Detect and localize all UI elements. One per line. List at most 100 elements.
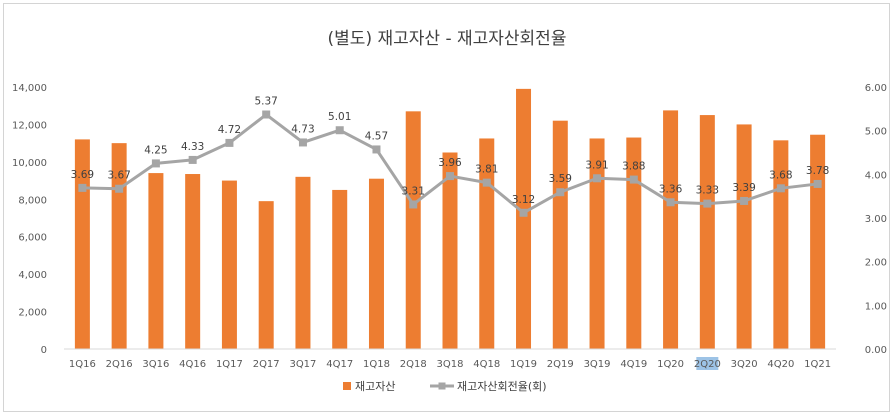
turnover-data-label: 3.33: [696, 185, 719, 197]
x-axis-tick: 2Q20: [694, 359, 721, 370]
bar: [589, 138, 605, 349]
turnover-data-label: 3.88: [622, 161, 645, 173]
x-axis-tick: 1Q21: [804, 359, 831, 370]
turnover-marker: [372, 145, 381, 154]
turnover-marker: [703, 199, 712, 208]
bar: [810, 134, 826, 349]
x-axis-tick: 4Q16: [179, 359, 206, 370]
x-axis-tick: 2Q19: [547, 359, 574, 370]
bar: [516, 88, 532, 349]
turnover-marker: [446, 172, 454, 181]
left-axis-tick: 6,000: [18, 233, 47, 244]
x-axis-tick: 3Q20: [731, 359, 758, 370]
turnover-data-label: 3.36: [659, 183, 683, 195]
right-axis-tick: 5.00: [865, 127, 887, 138]
right-axis-tick: 3.00: [865, 214, 887, 225]
turnover-marker: [78, 183, 87, 192]
turnover-data-label: 4.57: [365, 130, 388, 142]
right-axis-tick: 2.00: [865, 258, 887, 269]
turnover-data-label: 3.59: [549, 173, 572, 185]
x-axis-tick: 4Q20: [767, 359, 794, 370]
turnover-data-label: 5.01: [328, 111, 351, 123]
legend-label-inventory: 재고자산: [355, 380, 395, 393]
x-axis-tick: 1Q18: [363, 359, 390, 370]
turnover-marker: [629, 175, 638, 184]
bar: [736, 124, 752, 349]
bar: [295, 176, 311, 349]
bar: [111, 143, 127, 349]
bar: [773, 140, 789, 349]
x-axis-tick: 4Q19: [620, 359, 647, 370]
chart-frame: (별도) 재고자산 - 재고자산회전율 0 2,000 4,000 6,000 8,00…: [3, 3, 890, 412]
bar: [699, 115, 715, 349]
x-axis-tick: 2Q16: [106, 359, 133, 370]
right-axis: 0.00 1.00 2.00 3.00 4.00 5.00 6.00: [865, 83, 887, 356]
bar-series: [74, 88, 826, 350]
turnover-data-label: 5.37: [254, 96, 277, 108]
left-axis-tick: 0: [41, 345, 47, 356]
x-axis-tick: 3Q18: [437, 359, 464, 370]
turnover-marker: [225, 138, 234, 147]
right-axis-tick: 4.00: [865, 170, 887, 181]
line-series: 3.69 3.67 4.25 4.33 4.72 5.37 4.73 5.01 4.57 3.31…: [71, 96, 829, 217]
turnover-marker: [482, 178, 491, 187]
x-axis-tick: 2Q17: [253, 359, 280, 370]
bar: [221, 180, 237, 349]
x-axis-tick: 1Q20: [657, 359, 684, 370]
turnover-data-label: 3.39: [732, 182, 755, 194]
turnover-marker: [262, 110, 271, 119]
turnover-data-label: 3.69: [71, 169, 94, 181]
turnover-marker: [188, 155, 197, 164]
x-axis-tick: 1Q16: [69, 359, 96, 370]
bar: [626, 137, 642, 349]
turnover-data-label: 3.68: [769, 169, 792, 181]
turnover-marker: [519, 208, 528, 217]
legend-swatch-inventory: [343, 382, 351, 390]
turnover-data-label: 4.72: [218, 124, 241, 136]
x-axis-tick: 3Q17: [289, 359, 316, 370]
turnover-data-label: 3.81: [475, 164, 498, 176]
left-axis-tick: 2,000: [18, 308, 47, 319]
x-axis: 1Q16 2Q16 3Q16 4Q16 1Q17 2Q17 3Q17 4Q17 1Q18 2Q18…: [69, 359, 831, 370]
x-tick-highlight: [696, 357, 719, 370]
bar: [479, 138, 495, 349]
chart-title: (별도) 재고자산 - 재고자산회전율: [328, 29, 567, 49]
turnover-marker: [593, 174, 602, 183]
left-axis-tick: 4,000: [18, 270, 47, 281]
turnover-marker: [556, 188, 565, 197]
bar: [148, 173, 164, 349]
chart-svg: (별도) 재고자산 - 재고자산회전율 0 2,000 4,000 6,000 8,00…: [12, 29, 887, 393]
bar: [405, 111, 421, 349]
right-axis-tick: 1.00: [865, 301, 887, 312]
bar: [185, 174, 201, 349]
bar: [552, 120, 568, 349]
turnover-data-label: 4.73: [291, 123, 314, 135]
turnover-marker: [298, 138, 307, 147]
left-axis-tick: 14,000: [12, 83, 47, 94]
left-axis-tick: 8,000: [18, 195, 47, 206]
right-axis-tick: 0.00: [865, 345, 887, 356]
x-axis-tick: 1Q17: [216, 359, 243, 370]
left-axis-tick: 12,000: [12, 120, 47, 131]
bar: [258, 201, 274, 349]
turnover-data-label: 4.25: [144, 144, 167, 156]
turnover-marker: [666, 198, 675, 207]
left-axis-tick: 10,000: [12, 158, 47, 169]
bar: [442, 152, 458, 349]
turnover-data-label: 3.78: [806, 165, 829, 177]
turnover-data-label: 3.96: [438, 157, 462, 169]
bar: [332, 189, 348, 349]
turnover-data-label: 3.12: [512, 194, 535, 206]
x-axis-tick: 4Q17: [326, 359, 353, 370]
legend-swatch-turnover-marker: [438, 382, 446, 390]
bar: [663, 110, 679, 350]
turnover-data-label: 3.31: [402, 185, 425, 197]
bar: [368, 178, 384, 349]
x-highlight-layer: [696, 357, 719, 370]
turnover-marker: [813, 179, 822, 188]
legend-label-turnover: 재고자산회전율(회): [457, 380, 547, 393]
turnover-data-label: 4.33: [181, 141, 204, 153]
x-axis-tick: 4Q18: [473, 359, 500, 370]
left-axis: 0 2,000 4,000 6,000 8,000 10,000 12,000 14,000: [12, 83, 47, 356]
turnover-marker: [409, 200, 418, 209]
